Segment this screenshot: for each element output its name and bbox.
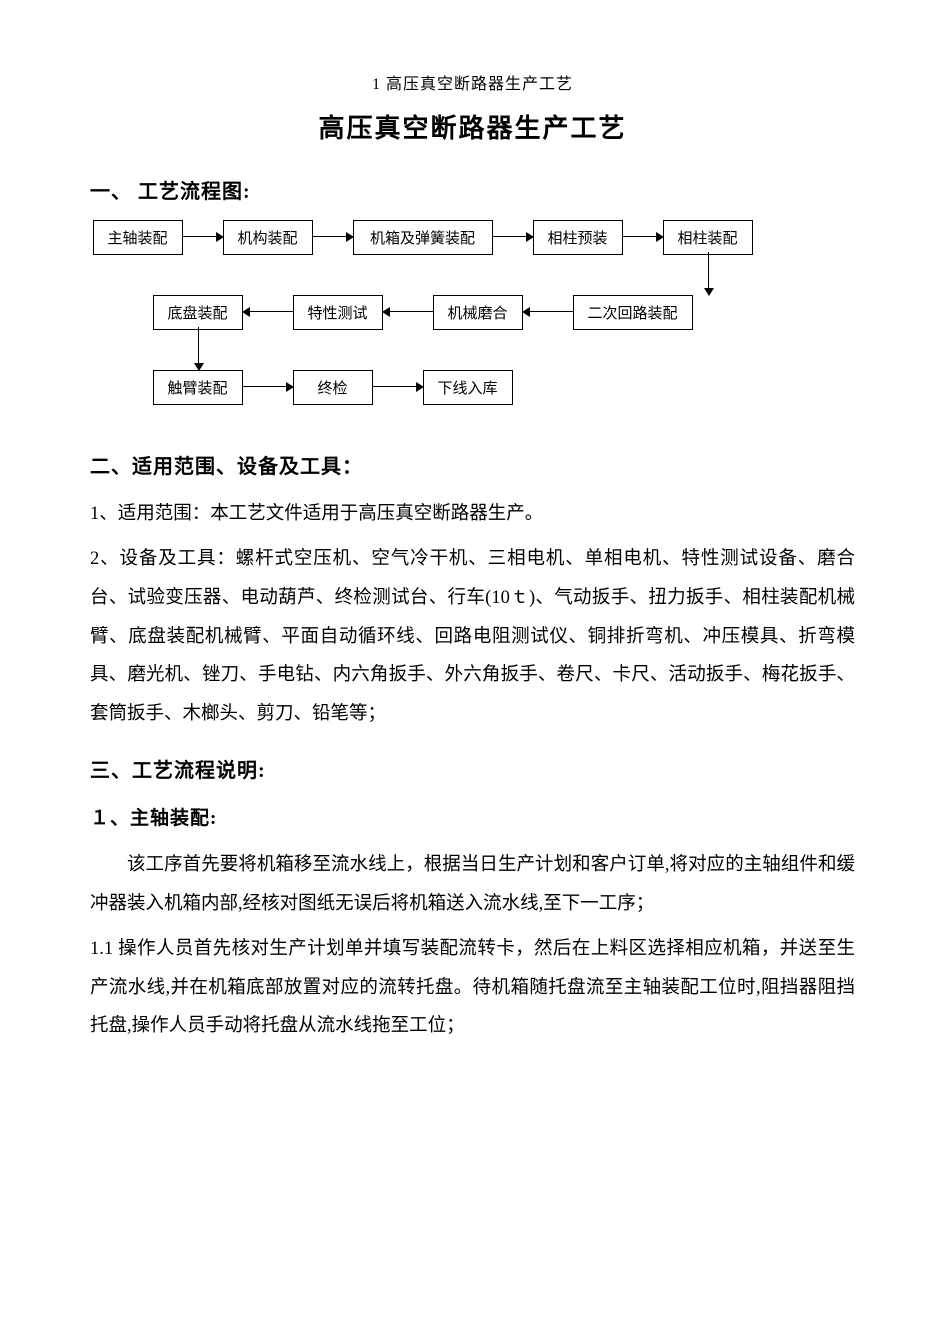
section2-p2: 2、设备及工具：螺杆式空压机、空气冷干机、三相电机、单相电机、特性测试设备、磨合… <box>90 540 855 734</box>
arrow-icon <box>183 236 223 237</box>
arrow-icon <box>373 386 423 387</box>
flow-box-zhuzhou: 主轴装配 <box>93 220 183 255</box>
arrow-icon <box>313 236 353 237</box>
section3-p2: 1.1 操作人员首先核对生产计划单并填写装配流转卡，然后在上料区选择相应机箱，并… <box>90 930 855 1047</box>
flow-box-texing: 特性测试 <box>293 295 383 330</box>
arrow-icon <box>493 236 533 237</box>
arrow-icon <box>523 311 573 312</box>
flow-box-chubi: 触臂装配 <box>153 370 243 405</box>
flow-box-xiangzhu-pre: 相柱预装 <box>533 220 623 255</box>
arrow-icon <box>383 311 433 312</box>
flow-box-jixie: 机械磨合 <box>433 295 523 330</box>
flow-box-xiangzhu: 相柱装配 <box>663 220 753 255</box>
flow-box-jigou: 机构装配 <box>223 220 313 255</box>
flow-box-erci: 二次回路装配 <box>573 295 693 330</box>
arrow-icon <box>243 386 293 387</box>
section2-p1: 1、适用范围：本工艺文件适用于高压真空断路器生产。 <box>90 495 855 534</box>
page-header-small: 1 高压真空断路器生产工艺 <box>90 70 855 94</box>
flow-box-ruku: 下线入库 <box>423 370 513 405</box>
section3-p1: 该工序首先要将机箱移至流水线上，根据当日生产计划和客户订单,将对应的主轴组件和缓… <box>90 846 855 924</box>
arrow-icon <box>243 311 293 312</box>
section1-heading: 一、 工艺流程图: <box>90 175 855 204</box>
flow-box-jixiang: 机箱及弹簧装配 <box>353 220 493 255</box>
flowchart: 主轴装配 机构装配 机箱及弹簧装配 相柱预装 相柱装配 底盘装配 特性测试 机械… <box>93 220 853 430</box>
arrow-icon <box>623 236 663 237</box>
section3-heading: 三、工艺流程说明: <box>90 754 855 783</box>
flow-box-zhongjian: 终检 <box>293 370 373 405</box>
arrow-icon <box>708 252 709 295</box>
section3-sub1: １、主轴装配: <box>90 803 855 830</box>
flow-box-dipan: 底盘装配 <box>153 295 243 330</box>
section2-heading: 二、适用范围、设备及工具： <box>90 450 855 479</box>
arrow-icon <box>198 327 199 370</box>
page-title: 高压真空断路器生产工艺 <box>90 108 855 145</box>
